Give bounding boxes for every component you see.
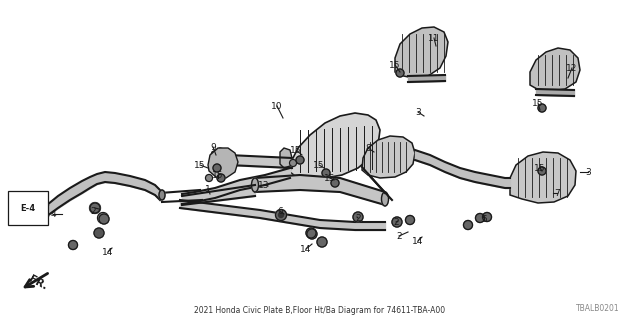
Text: 15: 15 — [291, 146, 301, 155]
Text: 5: 5 — [481, 214, 487, 223]
Circle shape — [476, 213, 484, 222]
Text: 3: 3 — [415, 108, 421, 116]
Polygon shape — [255, 175, 385, 205]
Polygon shape — [530, 48, 580, 91]
Text: 2: 2 — [393, 218, 399, 227]
Ellipse shape — [381, 192, 388, 206]
Text: FR.: FR. — [27, 274, 49, 292]
Circle shape — [331, 179, 339, 187]
Circle shape — [275, 210, 287, 220]
Text: 2: 2 — [90, 206, 96, 215]
Text: 15: 15 — [389, 60, 401, 69]
Circle shape — [296, 156, 304, 164]
Circle shape — [538, 167, 546, 175]
Circle shape — [90, 203, 100, 213]
Text: 6: 6 — [277, 206, 283, 215]
Circle shape — [289, 159, 296, 166]
Circle shape — [322, 169, 330, 177]
Text: E-4: E-4 — [20, 204, 36, 212]
Text: 12: 12 — [566, 63, 578, 73]
Polygon shape — [210, 148, 232, 165]
Circle shape — [353, 212, 363, 222]
Circle shape — [213, 164, 221, 172]
Text: 14: 14 — [102, 247, 114, 257]
Polygon shape — [362, 136, 415, 178]
Circle shape — [392, 217, 402, 227]
Text: 2: 2 — [396, 231, 402, 241]
Text: 15: 15 — [324, 173, 336, 182]
Circle shape — [205, 174, 212, 181]
Text: 1: 1 — [205, 185, 211, 194]
Circle shape — [317, 237, 327, 247]
Polygon shape — [510, 152, 576, 203]
Text: 15: 15 — [195, 161, 205, 170]
Text: 7: 7 — [554, 188, 560, 197]
Text: 3: 3 — [585, 167, 591, 177]
Polygon shape — [280, 148, 292, 168]
Circle shape — [97, 212, 109, 223]
Polygon shape — [395, 27, 448, 78]
Circle shape — [278, 212, 284, 218]
Text: 8: 8 — [365, 143, 371, 153]
Text: 14: 14 — [412, 236, 424, 245]
Text: 14: 14 — [300, 244, 312, 253]
Polygon shape — [208, 148, 238, 178]
Circle shape — [90, 203, 100, 213]
Text: TBALB0201: TBALB0201 — [577, 304, 620, 313]
Text: 15: 15 — [313, 161, 324, 170]
Text: E-4: E-4 — [20, 204, 36, 212]
Text: 15: 15 — [532, 99, 544, 108]
Text: 15: 15 — [534, 164, 546, 172]
Circle shape — [94, 228, 104, 238]
Text: 10: 10 — [271, 101, 283, 110]
Ellipse shape — [252, 178, 259, 192]
Text: 9: 9 — [210, 142, 216, 151]
Circle shape — [538, 104, 546, 112]
Circle shape — [99, 214, 109, 224]
Text: 4: 4 — [50, 210, 56, 219]
Text: 2: 2 — [355, 213, 361, 222]
Circle shape — [483, 212, 492, 221]
Text: 15: 15 — [212, 171, 224, 180]
Polygon shape — [362, 167, 392, 200]
Text: 13: 13 — [259, 180, 269, 189]
Text: 2021 Honda Civic Plate B,Floor Ht/Ba Diagram for 74611-TBA-A00: 2021 Honda Civic Plate B,Floor Ht/Ba Dia… — [195, 306, 445, 315]
Polygon shape — [290, 113, 380, 178]
Circle shape — [68, 241, 77, 250]
Circle shape — [307, 229, 317, 239]
Ellipse shape — [12, 214, 19, 224]
Ellipse shape — [159, 190, 165, 200]
Text: 11: 11 — [428, 34, 440, 43]
Circle shape — [306, 228, 316, 238]
Circle shape — [396, 69, 404, 77]
Circle shape — [463, 220, 472, 229]
Circle shape — [217, 174, 225, 182]
Circle shape — [406, 215, 415, 225]
